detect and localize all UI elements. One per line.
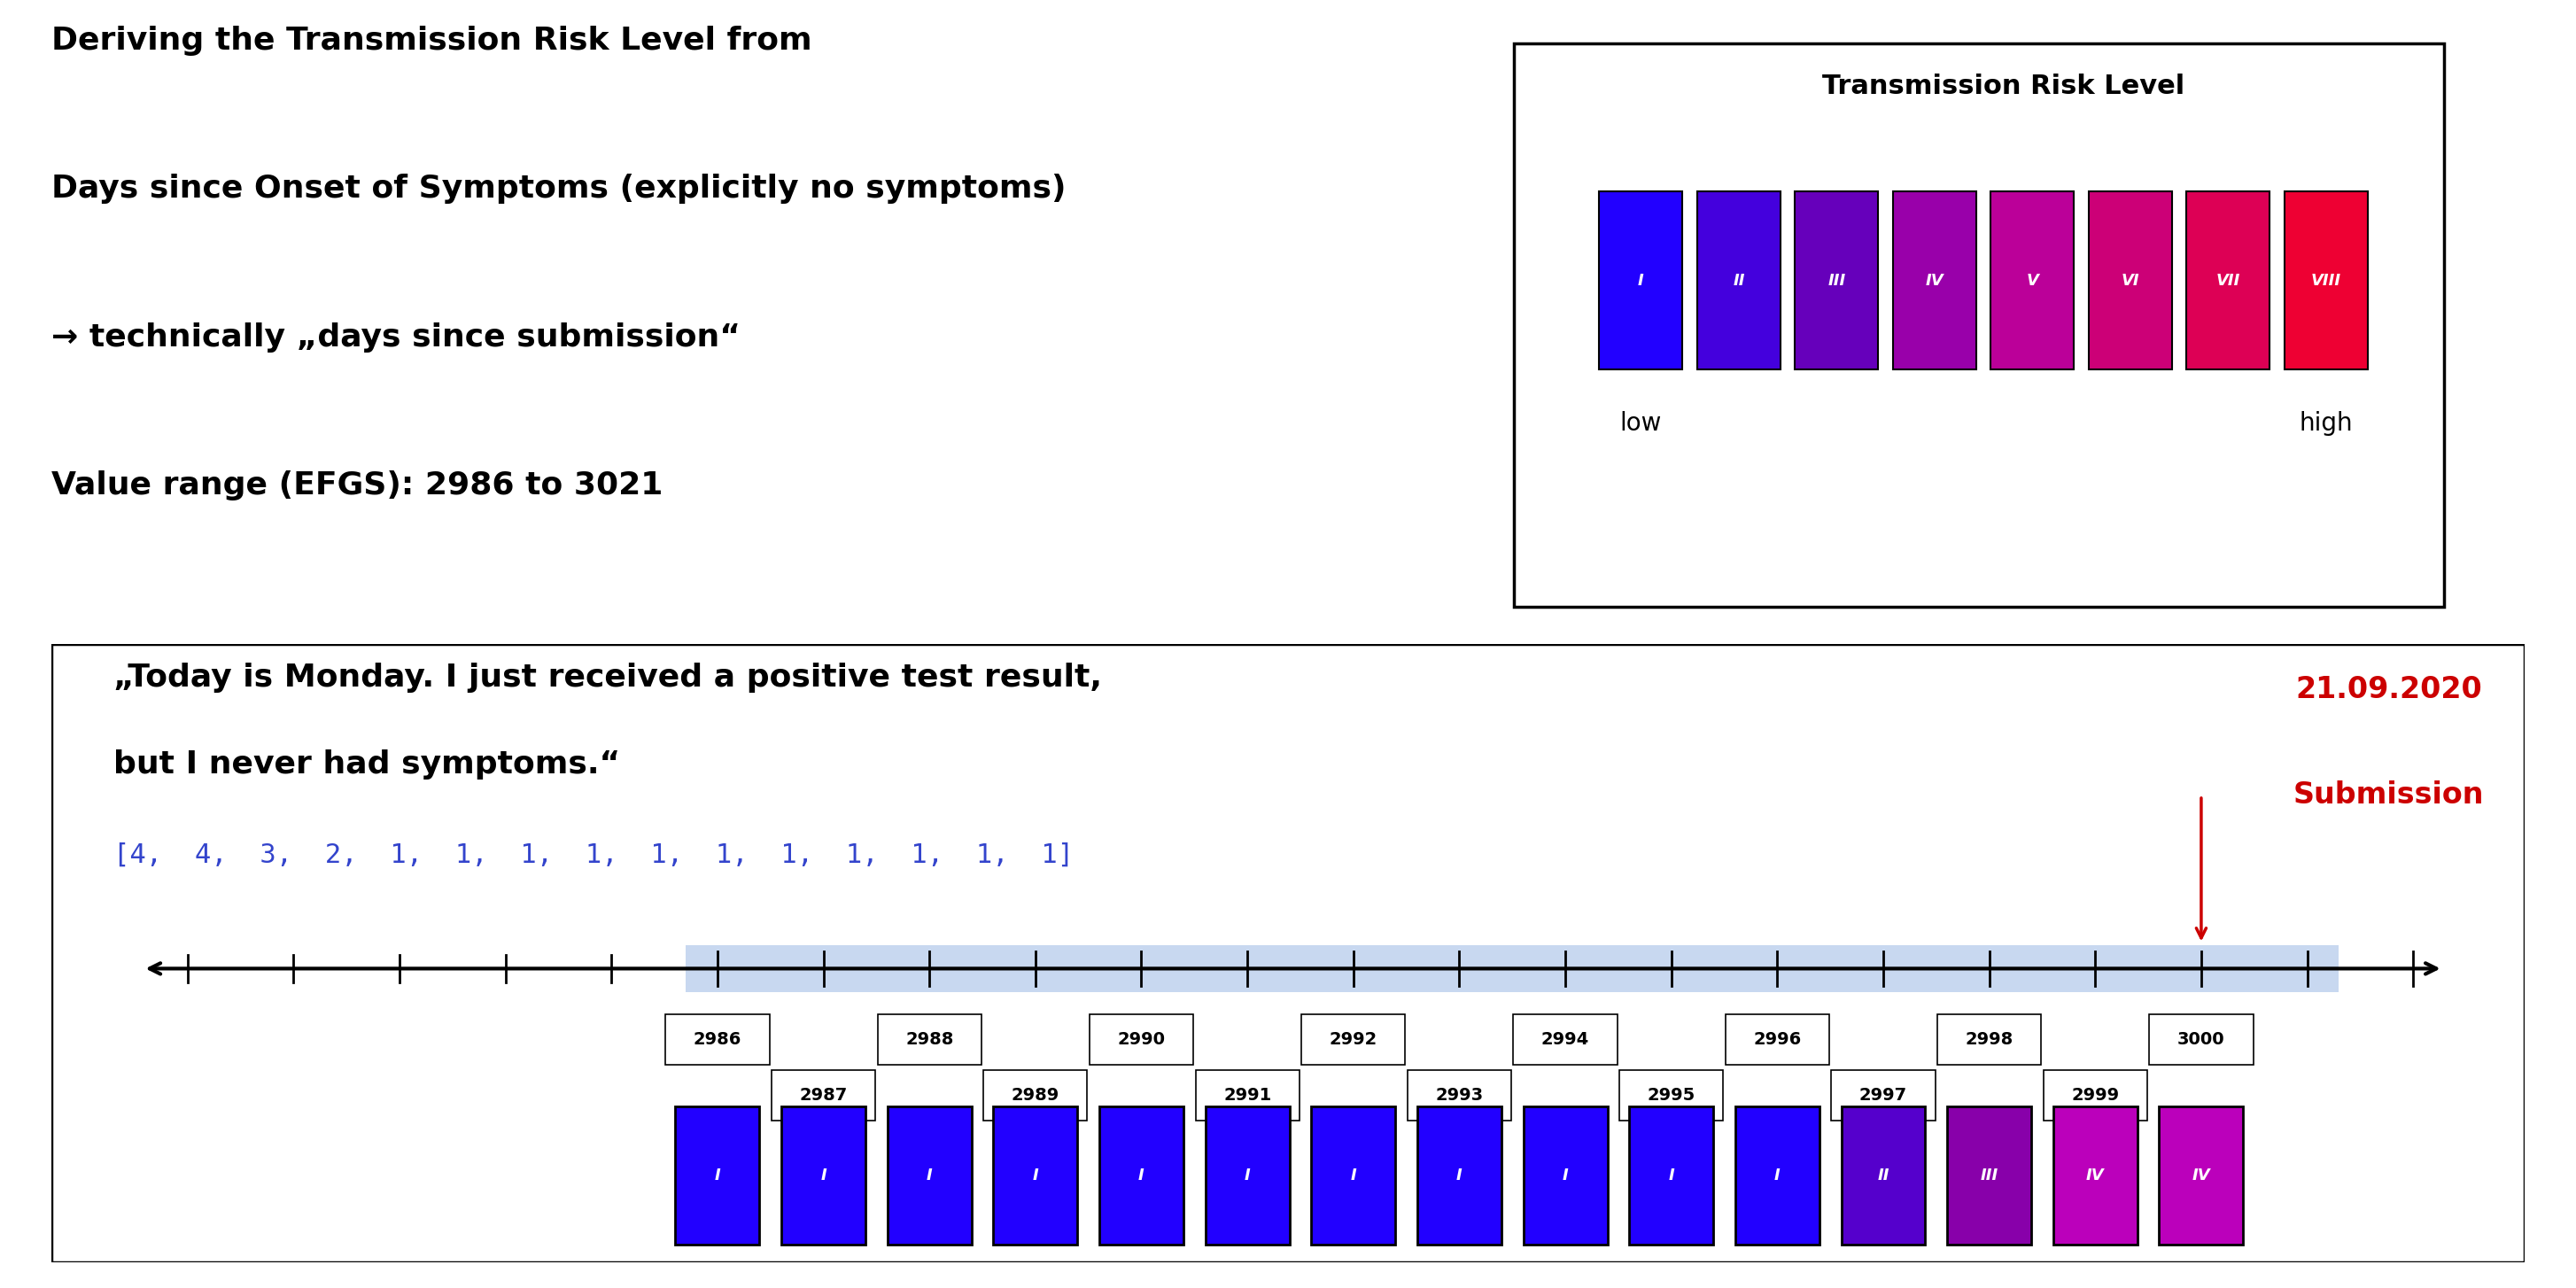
FancyBboxPatch shape (2148, 1015, 2254, 1065)
FancyBboxPatch shape (1515, 44, 2445, 607)
FancyBboxPatch shape (2187, 192, 2269, 370)
FancyBboxPatch shape (878, 1015, 981, 1065)
FancyBboxPatch shape (2159, 1106, 2244, 1245)
FancyBboxPatch shape (2043, 1070, 2148, 1121)
Text: low: low (1620, 411, 1662, 435)
FancyBboxPatch shape (1301, 1015, 1406, 1065)
FancyBboxPatch shape (665, 1015, 770, 1065)
FancyBboxPatch shape (886, 1106, 971, 1245)
Text: Transmission Risk Level: Transmission Risk Level (1821, 73, 2184, 99)
Text: 2989: 2989 (1012, 1087, 1059, 1104)
Text: 2999: 2999 (2071, 1087, 2120, 1104)
FancyBboxPatch shape (1726, 1015, 1829, 1065)
Text: I: I (1775, 1168, 1780, 1184)
Text: Deriving the Transmission Risk Level from: Deriving the Transmission Risk Level fro… (52, 26, 811, 55)
Text: II: II (1878, 1168, 1888, 1184)
FancyBboxPatch shape (685, 945, 2339, 992)
FancyBboxPatch shape (1406, 1070, 1512, 1121)
FancyBboxPatch shape (675, 1106, 760, 1245)
Text: III: III (1829, 273, 1844, 289)
FancyBboxPatch shape (1842, 1106, 1924, 1245)
Text: 2998: 2998 (1965, 1032, 2014, 1048)
FancyBboxPatch shape (1311, 1106, 1396, 1245)
FancyBboxPatch shape (1512, 1015, 1618, 1065)
Text: [4,  4,  3,  2,  1,  1,  1,  1,  1,  1,  1,  1,  1,  1,  1]: [4, 4, 3, 2, 1, 1, 1, 1, 1, 1, 1, 1, 1, … (113, 842, 1074, 868)
Text: but I never had symptoms.“: but I never had symptoms.“ (113, 750, 621, 779)
Text: VIII: VIII (2311, 273, 2342, 289)
Text: 2987: 2987 (799, 1087, 848, 1104)
Text: 2996: 2996 (1754, 1032, 1801, 1048)
Text: 21.09.2020: 21.09.2020 (2295, 675, 2481, 705)
FancyBboxPatch shape (984, 1070, 1087, 1121)
Text: high: high (2300, 411, 2352, 435)
FancyBboxPatch shape (1417, 1106, 1502, 1245)
Text: I: I (927, 1168, 933, 1184)
FancyBboxPatch shape (2089, 192, 2172, 370)
Text: 2995: 2995 (1646, 1087, 1695, 1104)
Text: IV: IV (2192, 1168, 2210, 1184)
FancyBboxPatch shape (781, 1106, 866, 1245)
Text: Days since Onset of Symptoms (explicitly no symptoms): Days since Onset of Symptoms (explicitly… (52, 174, 1066, 204)
Text: I: I (1669, 1168, 1674, 1184)
FancyBboxPatch shape (994, 1106, 1077, 1245)
FancyBboxPatch shape (52, 644, 2524, 1262)
FancyBboxPatch shape (2285, 192, 2367, 370)
Text: Submission: Submission (2293, 781, 2483, 809)
FancyBboxPatch shape (1090, 1015, 1193, 1065)
FancyBboxPatch shape (2053, 1106, 2138, 1245)
FancyBboxPatch shape (1522, 1106, 1607, 1245)
Text: → technically „days since submission“: → technically „days since submission“ (52, 322, 742, 352)
Text: Value range (EFGS): 2986 to 3021: Value range (EFGS): 2986 to 3021 (52, 470, 662, 500)
FancyBboxPatch shape (1947, 1106, 2032, 1245)
Text: VII: VII (2215, 273, 2241, 289)
Text: „Today is Monday. I just received a positive test result,: „Today is Monday. I just received a posi… (113, 662, 1103, 693)
FancyBboxPatch shape (1991, 192, 2074, 370)
FancyBboxPatch shape (1893, 192, 1976, 370)
FancyBboxPatch shape (1620, 1070, 1723, 1121)
FancyBboxPatch shape (1628, 1106, 1713, 1245)
FancyBboxPatch shape (1832, 1070, 1935, 1121)
Text: 2986: 2986 (693, 1032, 742, 1048)
Text: I: I (1033, 1168, 1038, 1184)
FancyBboxPatch shape (1937, 1015, 2040, 1065)
Text: I: I (1350, 1168, 1358, 1184)
FancyBboxPatch shape (1206, 1106, 1291, 1245)
Text: 2988: 2988 (904, 1032, 953, 1048)
Text: I: I (1638, 273, 1643, 289)
Text: II: II (1734, 273, 1744, 289)
Text: 2992: 2992 (1329, 1032, 1378, 1048)
Text: I: I (1561, 1168, 1569, 1184)
FancyBboxPatch shape (1195, 1070, 1298, 1121)
Text: 2991: 2991 (1224, 1087, 1273, 1104)
Text: 2994: 2994 (1540, 1032, 1589, 1048)
FancyBboxPatch shape (1698, 192, 1780, 370)
FancyBboxPatch shape (1736, 1106, 1819, 1245)
FancyBboxPatch shape (1100, 1106, 1182, 1245)
Text: VI: VI (2120, 273, 2141, 289)
Text: I: I (1244, 1168, 1249, 1184)
Text: I: I (1139, 1168, 1144, 1184)
FancyBboxPatch shape (1600, 192, 1682, 370)
Text: I: I (1455, 1168, 1463, 1184)
Text: IV: IV (1924, 273, 1945, 289)
Text: V: V (2027, 273, 2038, 289)
Text: IV: IV (2087, 1168, 2105, 1184)
Text: 2997: 2997 (1860, 1087, 1906, 1104)
Text: III: III (1981, 1168, 1999, 1184)
Text: 2993: 2993 (1435, 1087, 1484, 1104)
FancyBboxPatch shape (1795, 192, 1878, 370)
Text: 3000: 3000 (2177, 1032, 2226, 1048)
FancyBboxPatch shape (770, 1070, 876, 1121)
Text: 2990: 2990 (1118, 1032, 1164, 1048)
Text: I: I (714, 1168, 721, 1184)
Text: I: I (819, 1168, 827, 1184)
